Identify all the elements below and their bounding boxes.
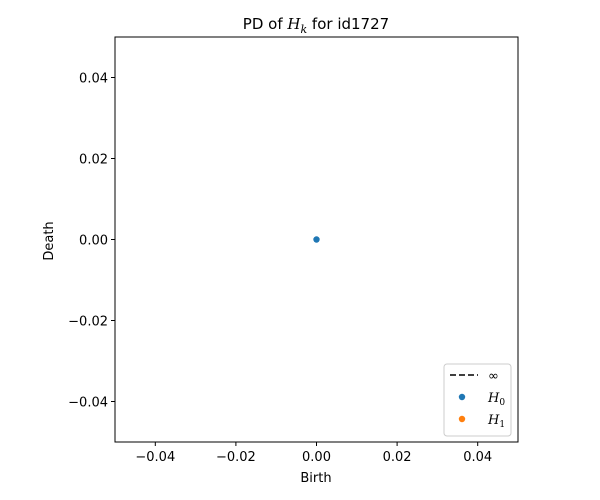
x-tick-label: 0.02 [383, 450, 412, 465]
legend-marker-H0 [458, 393, 466, 401]
x-tick-label: −0.04 [135, 450, 175, 465]
x-axis-ticks: −0.04 −0.02 0.00 0.02 0.04 [135, 442, 492, 465]
y-axis-label: Death [42, 221, 57, 260]
legend-label: ∞ [488, 369, 499, 384]
y-tick-label: 0.02 [79, 153, 108, 168]
legend-label: H1 [487, 413, 505, 430]
y-tick-label: 0.00 [79, 234, 108, 249]
legend: ∞ H0 H1 [443, 363, 512, 437]
y-tick-label: 0.04 [79, 72, 108, 87]
y-tick-label: −0.02 [68, 315, 108, 330]
x-tick-label: 0.00 [302, 450, 331, 465]
legend-label: H0 [487, 391, 505, 408]
y-axis-ticks: −0.04 −0.02 0.00 0.02 0.04 [68, 72, 115, 411]
data-point-h0 [313, 236, 320, 243]
x-axis-label: Birth [300, 471, 331, 486]
y-tick-label: −0.04 [68, 396, 108, 411]
x-tick-label: 0.04 [463, 450, 492, 465]
legend-marker-H1 [458, 415, 466, 423]
chart-title: PD of Hk for id1727 [243, 15, 389, 36]
x-tick-label: −0.02 [216, 450, 256, 465]
